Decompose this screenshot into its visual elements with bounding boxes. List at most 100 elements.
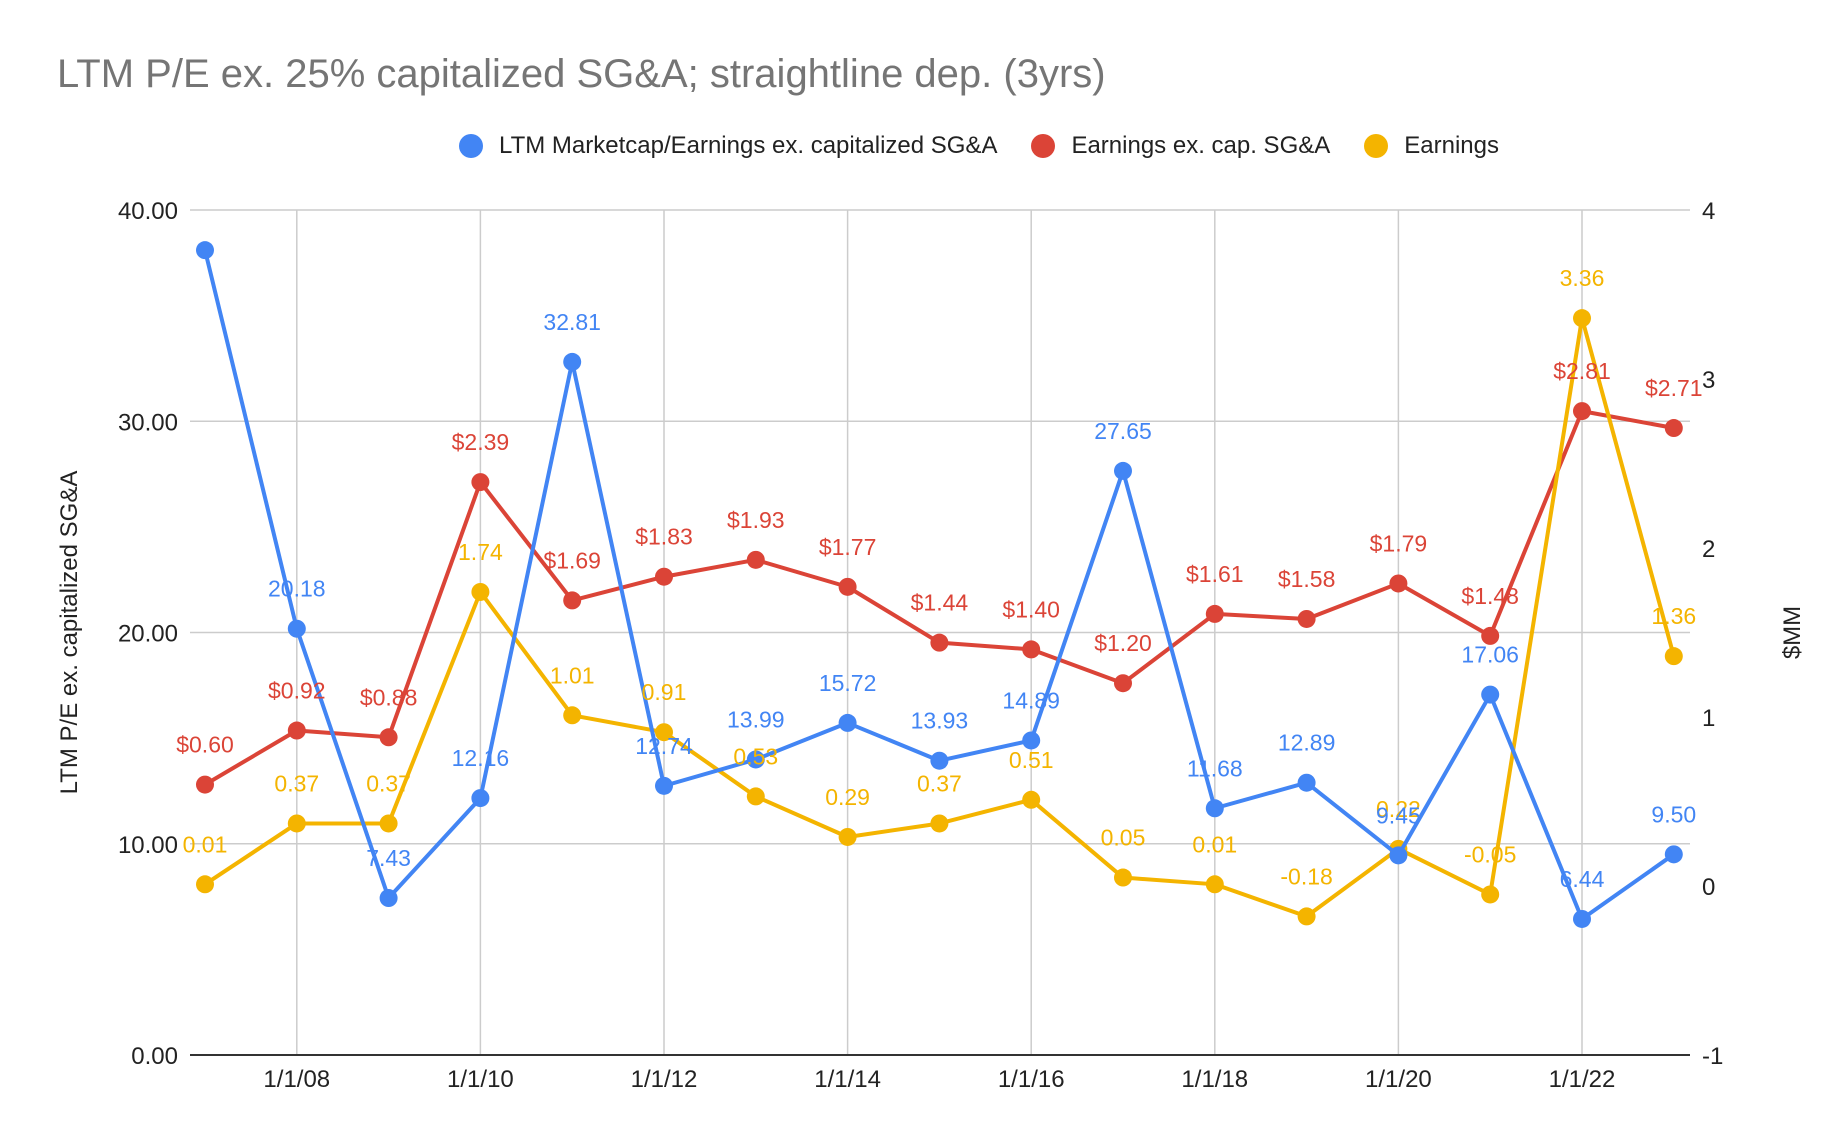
data-label-earnings: 0.01 [183, 831, 228, 857]
data-point-earnings-ex-cap [196, 775, 214, 794]
legend: LTM Marketcap/Earnings ex. capitalized S… [0, 132, 1838, 160]
data-label-earnings-ex-cap: $1.93 [727, 507, 785, 533]
data-point-pe [1573, 909, 1591, 928]
data-label-pe: 12.74 [635, 733, 693, 759]
y-tick-label: 0.00 [131, 1043, 178, 1070]
data-point-earnings-ex-cap [379, 728, 398, 747]
data-label-earnings: -0.18 [1280, 863, 1332, 889]
x-tick-label: 1/1/12 [631, 1066, 698, 1093]
data-point-earnings [1022, 790, 1041, 809]
data-point-earnings-ex-cap [287, 721, 306, 740]
legend-item-earnings[interactable]: Earnings [1364, 132, 1499, 160]
legend-label-pe: LTM Marketcap/Earnings ex. capitalized S… [499, 132, 998, 159]
data-label-earnings-ex-cap: $1.79 [1370, 530, 1428, 556]
data-label-earnings-ex-cap: $1.77 [819, 534, 877, 560]
data-label-earnings: 0.37 [917, 770, 962, 796]
data-label-earnings-ex-cap: $1.44 [911, 590, 969, 616]
data-label-earnings-ex-cap: $0.92 [268, 678, 326, 704]
data-label-earnings-ex-cap: $1.61 [1186, 561, 1244, 587]
data-point-pe [1389, 846, 1408, 865]
data-label-pe: 27.65 [1094, 418, 1152, 444]
data-label-earnings: -0.05 [1464, 841, 1516, 867]
y2-tick-label: 3 [1702, 367, 1715, 394]
data-point-pe [746, 750, 765, 769]
data-label-earnings: 0.01 [1192, 831, 1237, 857]
data-label-earnings: 1.74 [458, 539, 503, 565]
data-label-earnings: 0.91 [642, 679, 687, 705]
data-label-earnings: 0.53 [733, 743, 778, 769]
data-label-earnings: 0.51 [1009, 747, 1054, 773]
legend-marker-earnings-ex-cap [1031, 134, 1056, 158]
data-label-earnings-ex-cap: $2.71 [1645, 375, 1703, 401]
data-label-pe: 11.68 [1187, 755, 1243, 781]
data-point-earnings [1114, 868, 1132, 887]
y2-tick-label: 2 [1702, 536, 1715, 563]
data-label-earnings-ex-cap: $2.39 [452, 429, 510, 455]
data-point-earnings-ex-cap [746, 550, 765, 569]
legend-item-earnings-ex-cap[interactable]: Earnings ex. cap. SG&A [1031, 132, 1330, 160]
data-point-pe [471, 789, 490, 808]
data-point-earnings-ex-cap [1481, 626, 1500, 645]
data-point-earnings-ex-cap [655, 567, 673, 586]
data-label-earnings: 0.29 [825, 784, 870, 810]
data-label-earnings: 0.37 [366, 770, 411, 796]
data-label-earnings: 0.37 [274, 770, 319, 796]
data-label-earnings: 1.36 [1651, 603, 1696, 629]
x-tick-label: 1/1/14 [814, 1066, 881, 1093]
data-point-earnings [930, 814, 949, 833]
y-tick-label: 40.00 [118, 198, 178, 225]
data-label-earnings-ex-cap: $1.20 [1094, 630, 1152, 656]
legend-marker-pe [459, 134, 484, 158]
x-tick-label: 1/1/10 [447, 1066, 514, 1093]
data-label-pe: 32.81 [543, 309, 601, 335]
data-point-earnings-ex-cap [838, 577, 857, 596]
data-point-pe [1297, 773, 1316, 792]
y2-tick-label: 4 [1702, 198, 1715, 225]
data-point-earnings-ex-cap [563, 591, 582, 610]
y2-tick-label: 1 [1702, 705, 1715, 732]
data-label-earnings-ex-cap: $1.83 [635, 524, 693, 550]
y-tick-label: 20.00 [118, 621, 178, 648]
legend-item-pe[interactable]: LTM Marketcap/Earnings ex. capitalized S… [459, 132, 997, 160]
data-label-earnings-ex-cap: $1.48 [1461, 583, 1519, 609]
data-point-pe [1664, 845, 1683, 864]
x-tick-label: 1/1/18 [1181, 1066, 1248, 1093]
data-label-pe: 7.43 [366, 845, 411, 871]
data-point-earnings [287, 814, 306, 833]
data-point-earnings-ex-cap [1114, 674, 1132, 693]
data-label-earnings-ex-cap: $1.58 [1278, 566, 1336, 592]
data-point-earnings [196, 875, 214, 894]
data-label-pe: 15.72 [819, 670, 877, 696]
data-label-earnings-ex-cap: $1.69 [543, 547, 601, 573]
data-label-earnings: 1.01 [550, 662, 595, 688]
data-point-earnings-ex-cap [930, 633, 949, 652]
data-label-pe: 6.44 [1560, 866, 1605, 892]
y2-tick-label: -1 [1702, 1043, 1723, 1070]
data-point-earnings [746, 787, 765, 806]
data-point-earnings [1573, 309, 1591, 328]
y-tick-label: 10.00 [118, 832, 178, 859]
data-label-pe: 12.16 [452, 745, 510, 771]
data-point-pe [287, 619, 306, 638]
data-label-pe: 12.89 [1278, 730, 1336, 756]
data-point-earnings [838, 827, 857, 846]
data-label-pe: 14.89 [1002, 687, 1060, 713]
data-label-earnings-ex-cap: $0.60 [176, 732, 234, 758]
data-label-earnings: 3.36 [1560, 265, 1605, 291]
data-label-pe: 13.99 [727, 706, 785, 732]
data-point-earnings [1297, 907, 1316, 926]
legend-label-earnings: Earnings [1404, 132, 1499, 159]
data-point-pe [1481, 685, 1500, 704]
data-point-pe [1022, 731, 1041, 750]
legend-label-earnings-ex-cap: Earnings ex. cap. SG&A [1071, 132, 1331, 159]
y-tick-label: 30.00 [118, 409, 178, 436]
data-point-earnings [563, 706, 582, 725]
data-label-pe: 13.93 [911, 708, 969, 734]
x-tick-label: 1/1/08 [263, 1066, 330, 1093]
data-point-pe [1205, 799, 1224, 818]
data-point-pe [196, 241, 214, 260]
data-point-pe [930, 751, 949, 770]
data-point-pe [563, 352, 582, 371]
chart-title: LTM P/E ex. 25% capitalized SG&A; straig… [57, 52, 1106, 96]
